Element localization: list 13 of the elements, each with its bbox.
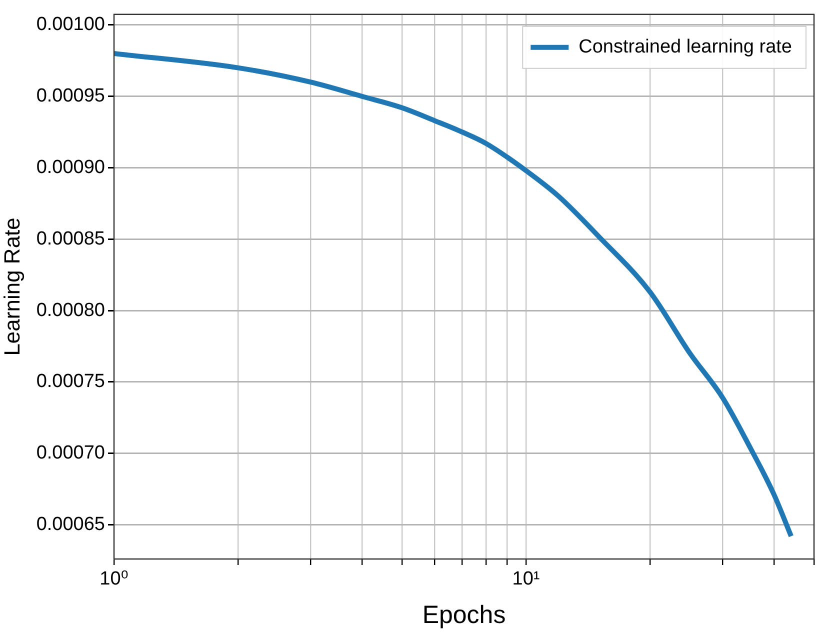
y-tick-label: 0.00085 xyxy=(36,228,105,250)
x-tick-label: 10⁰ xyxy=(100,568,128,590)
y-axis-title: Learning Rate xyxy=(0,218,24,356)
y-tick-label: 0.00070 xyxy=(36,442,105,464)
y-tick-label: 0.00080 xyxy=(36,300,105,321)
y-tick-label: 0.00065 xyxy=(36,514,105,535)
x-axis-title: Epochs xyxy=(422,600,506,629)
y-tick-label: 0.00090 xyxy=(36,156,105,178)
y-tick-label: 0.00075 xyxy=(36,371,105,392)
x-tick-label: 10¹ xyxy=(512,568,540,590)
y-tick-label: 0.00100 xyxy=(36,14,105,36)
y-tick-label: 0.00095 xyxy=(36,86,105,107)
legend-label: Constrained learning rate xyxy=(578,36,792,58)
